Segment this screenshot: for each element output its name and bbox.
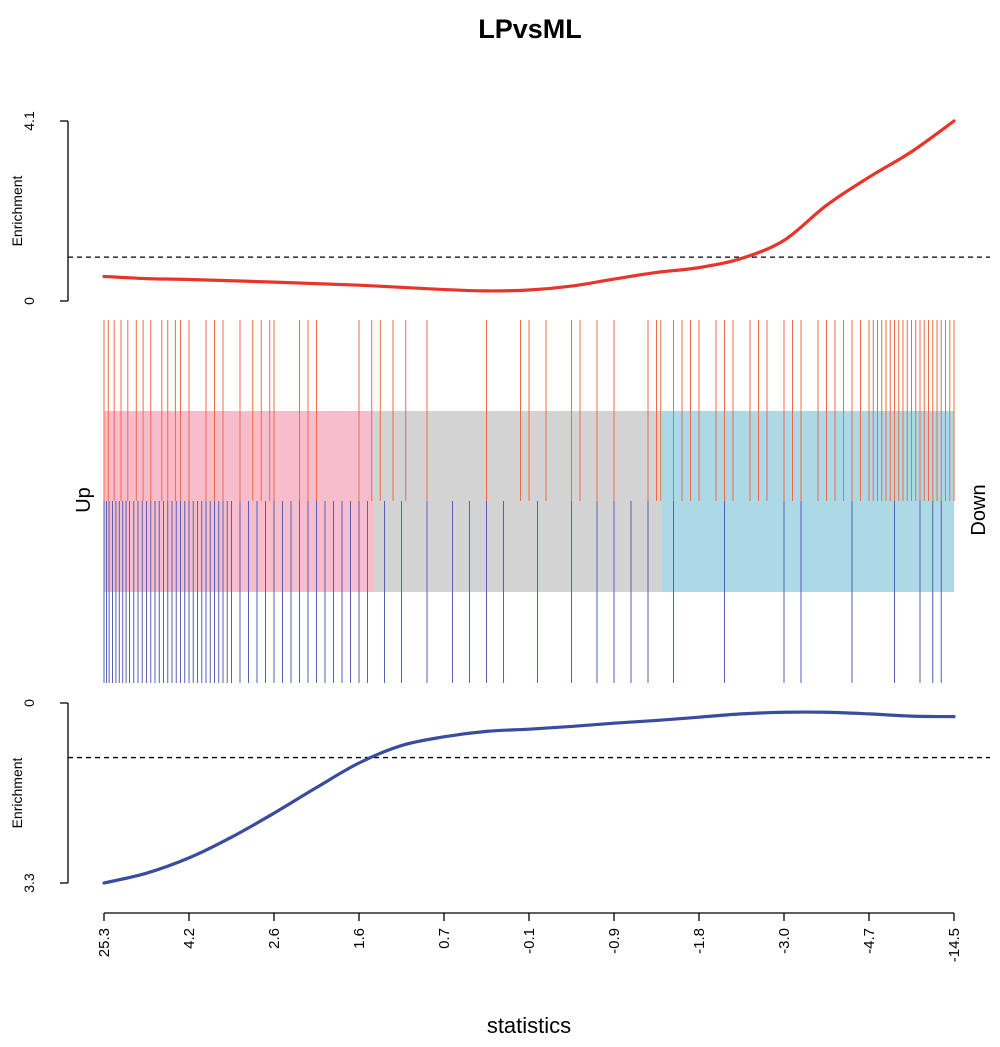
x-tick-label: 2.6: [266, 928, 283, 949]
up-y-tick-label: 4.1: [21, 111, 37, 131]
down-enrichment-line: [102, 710, 956, 885]
up-y-tick-label: 0: [21, 297, 37, 305]
x-tick-label: -4.7: [861, 928, 878, 954]
x-tick-label: -3.0: [776, 928, 793, 954]
up-side-label: Up: [73, 487, 95, 513]
x-tick-label: 0.7: [436, 928, 453, 949]
down-y-axis-title: Enrichment: [9, 757, 25, 828]
x-tick-label: 25.3: [96, 928, 113, 957]
x-axis-title: statistics: [487, 1013, 571, 1038]
x-tick-label: -0.1: [521, 928, 538, 954]
down-y-tick-label: 3.3: [21, 873, 37, 893]
down-y-tick-label: 0: [21, 699, 37, 707]
up-enrichment-line: [102, 119, 956, 293]
x-tick-label: 4.2: [181, 928, 198, 949]
middle-region-block: [373, 411, 662, 592]
down-side-label: Down: [968, 484, 990, 535]
up-y-axis-title: Enrichment: [9, 175, 25, 246]
down-enrichment-panel: 0 3.3 Enrichment: [9, 699, 990, 893]
down-region-block: [661, 411, 954, 592]
chart-title: LPvsML: [478, 14, 582, 44]
x-tick-label: 1.6: [351, 928, 368, 949]
x-axis: 25.3 4.2 2.6 1.6 0.7 -0.1 -0.9 -1.8 -3.0 -4.7 -14.…: [96, 912, 963, 962]
up-region-block: [104, 411, 374, 592]
x-tick-label: -14.5: [946, 928, 963, 962]
up-enrichment-panel: 0 4.1 Enrichment: [9, 111, 990, 305]
barcode-panel: [103, 320, 955, 683]
x-tick-label: -0.9: [606, 928, 623, 954]
x-tick-label: -1.8: [691, 928, 708, 954]
